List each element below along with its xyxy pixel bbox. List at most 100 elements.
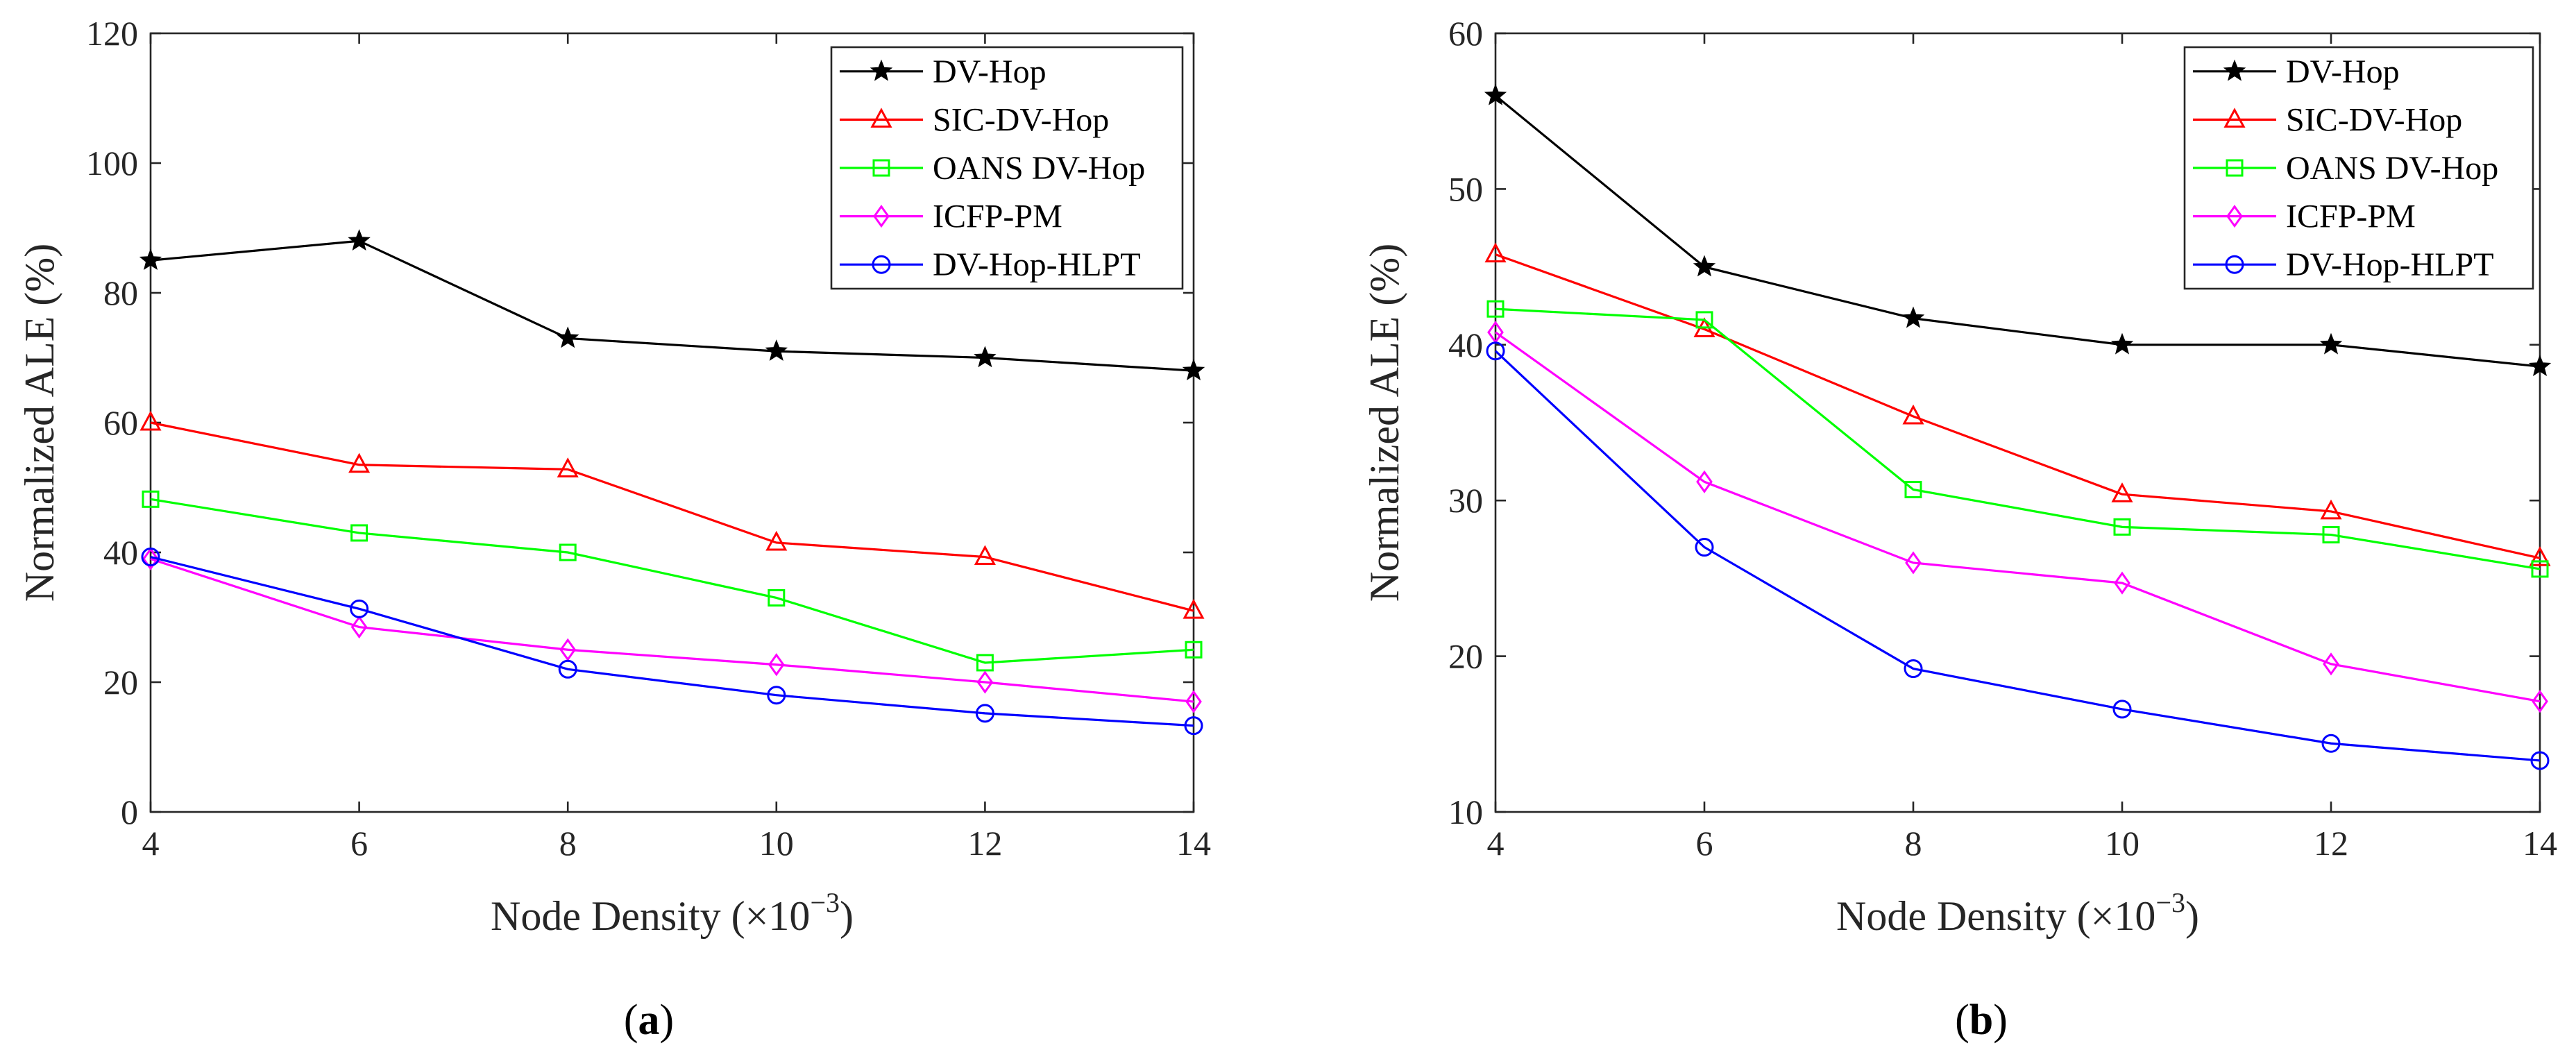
x-tick-label: 10 [759,824,794,863]
x-tick-label: 8 [559,824,577,863]
data-point [2320,499,2342,520]
data-point [1484,242,1507,263]
data-point [768,588,786,607]
data-point [348,452,371,473]
series-sic-dv-hop [1484,242,2551,566]
data-point [768,653,785,677]
data-point [2322,526,2340,544]
x-tick-label: 14 [2523,824,2557,863]
series-dv-hop-hlpt [1486,341,2550,770]
series-line [1495,253,2541,559]
series-line [1495,331,2541,703]
data-point [1904,659,1923,679]
data-point [2319,332,2343,355]
y-axis-title: Normalized ALE (%) [1362,244,1407,602]
y-tick-label: 40 [103,533,138,572]
data-point [974,346,997,368]
legend-marker [870,108,892,128]
data-point [2532,690,2548,713]
x-tick-label: 6 [350,824,368,863]
data-point [1696,470,1713,493]
x-axis-title: Node Density (×10−3) [491,887,854,939]
legend-marker [2225,255,2244,274]
data-point [1695,311,1713,329]
x-tick-label: 12 [2314,824,2348,863]
data-point [1486,341,1505,361]
data-point [765,339,788,361]
legend-label: ICFP-PM [2286,198,2416,235]
data-point [976,670,994,694]
x-tick-label: 4 [1487,824,1505,863]
y-tick-label: 80 [103,273,138,312]
data-point [2530,751,2550,770]
data-point [2114,571,2130,595]
legend: DV-Hop SIC-DV-Hop OANS DV-Hop ICFP-PM DV-Hop… [2183,46,2534,290]
data-point [559,638,577,661]
legend-label: DV-Hop [2286,53,2400,90]
data-point [1695,538,1714,557]
y-tick-label: 60 [103,403,138,442]
data-point [2531,560,2549,578]
data-point [141,548,160,567]
data-point [2111,482,2133,502]
data-point [142,547,159,570]
series-icfp-pm [142,547,1202,713]
series-sic-dv-hop [139,410,1205,619]
data-point [556,326,579,348]
data-point [765,530,788,551]
series-line [1494,94,2541,368]
y-tick-label: 40 [1448,325,1483,364]
legend-marker [870,59,893,81]
x-axis-title: Node Density (×10−3) [1836,887,2199,939]
y-tick-label: 10 [1448,793,1483,831]
series-dv-hop-hlpt [141,548,1203,736]
legend-label: SIC-DV-Hop [2286,101,2462,138]
series-line [150,498,1194,664]
data-point [1901,306,1925,328]
series-line [150,555,1194,727]
y-tick-label: 60 [1448,14,1483,53]
series-line [1495,307,2541,570]
x-tick-label: 6 [1696,824,1713,863]
series-oans-dv-hop [1486,300,2549,578]
data-point [2321,734,2341,753]
data-point [2529,546,2551,566]
legend-marker [872,255,891,274]
x-tick-label: 12 [967,824,1002,863]
data-point [2112,700,2132,719]
chart-panel-b: 4 6 8 10 12 14 10 20 30 40 50 60 Node Density (×10−3… [1362,14,2557,1044]
data-point [2113,518,2131,536]
data-point [142,490,160,508]
data-point [974,545,996,566]
series-icfp-pm [1487,321,2548,713]
data-point [1185,641,1203,659]
legend-marker [2223,59,2246,81]
data-point [139,248,162,271]
data-point [2528,355,2552,377]
chart-panel-a: 4 6 8 10 12 14 0 20 40 60 80 100 120 Node Density (×1… [17,14,1211,1044]
data-point [767,686,786,705]
data-point [2110,332,2134,355]
data-point [1905,551,1922,575]
x-tick-label: 8 [1905,824,1922,863]
data-point [1484,83,1507,105]
legend-label: SIC-DV-Hop [933,101,1109,138]
series-line [1494,350,2541,762]
data-point [558,659,577,679]
legend-label: DV-Hop [933,53,1046,90]
series-dv-hop [139,229,1205,381]
panel-caption: (b) [1955,997,2008,1044]
y-tick-label: 30 [1448,481,1483,520]
data-point [2323,652,2339,676]
x-tick-label: 10 [2105,824,2139,863]
legend-marker [2226,205,2243,228]
series-line [150,557,1194,703]
data-point [1904,480,1922,498]
data-point [350,615,368,639]
y-tick-label: 20 [1448,637,1483,676]
series-line [150,239,1194,372]
data-point [350,524,368,542]
legend-label: OANS DV-Hop [2286,150,2498,187]
data-point [557,457,579,477]
data-point [1486,300,1505,318]
